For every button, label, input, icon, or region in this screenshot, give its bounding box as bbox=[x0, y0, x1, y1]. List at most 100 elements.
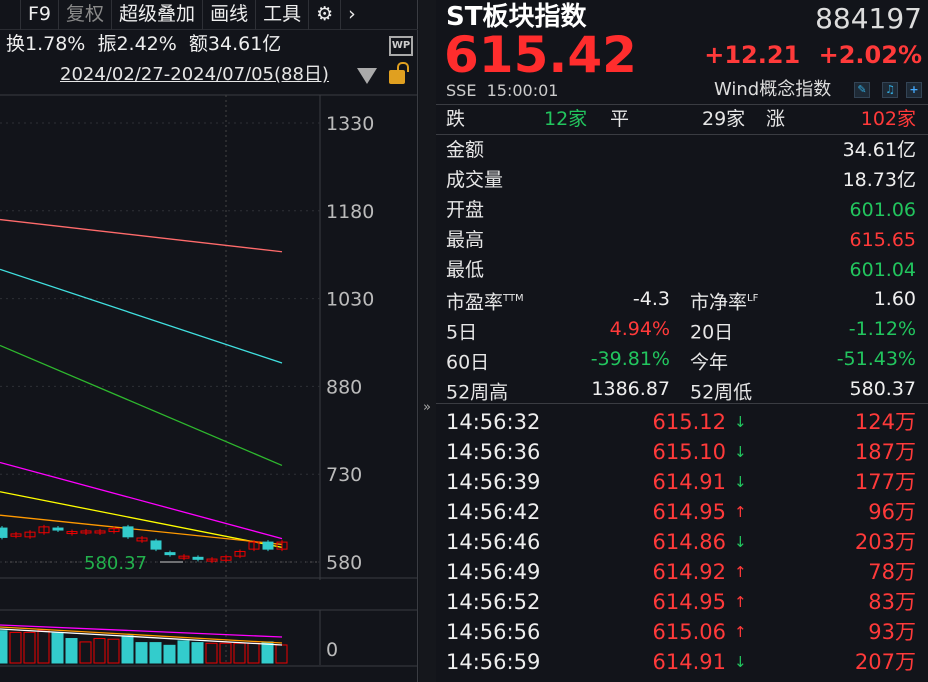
price-tick-label: 880 bbox=[326, 376, 362, 398]
breadth-row: 跌 12家 平 29家 涨 102家 bbox=[446, 104, 916, 134]
metric-label: 20日 bbox=[690, 321, 734, 344]
metric-value: -1.12% bbox=[848, 318, 916, 340]
draw-button[interactable]: 画线 bbox=[202, 0, 255, 30]
collapse-chevron-icon[interactable]: » bbox=[423, 400, 431, 415]
volume-bar bbox=[0, 630, 8, 664]
low-price-label: 580.37 bbox=[84, 553, 147, 574]
panel-divider[interactable] bbox=[419, 0, 436, 682]
candle-up bbox=[66, 531, 78, 535]
down-label: 跌 bbox=[446, 108, 466, 130]
exchange: SSE bbox=[446, 81, 477, 100]
volume-bar bbox=[135, 642, 148, 664]
divider bbox=[436, 403, 928, 404]
tick-price: 615.06 bbox=[652, 620, 726, 644]
arrow-down-icon: ↓ bbox=[734, 413, 747, 431]
metric-label: 今年 bbox=[690, 351, 729, 374]
tick-time: 14:56:39 bbox=[446, 470, 541, 494]
moving-average-line bbox=[0, 461, 283, 540]
tick-volume: 83万 bbox=[868, 590, 916, 614]
arrow-up-icon: ↑ bbox=[734, 563, 747, 581]
candle-down bbox=[52, 527, 64, 531]
turnover: 换1.78% bbox=[6, 33, 86, 55]
arrow-down-icon: ↓ bbox=[734, 653, 747, 671]
tick-price: 614.95 bbox=[652, 500, 726, 524]
tick-price: 615.10 bbox=[652, 440, 726, 464]
f9-button[interactable]: F9 bbox=[20, 0, 58, 30]
index-code: 884197 bbox=[815, 2, 922, 35]
field-label: 成交量 bbox=[446, 169, 504, 191]
volume-bar bbox=[107, 638, 120, 664]
tick-price: 614.86 bbox=[652, 530, 726, 554]
bell-icon[interactable]: ♫ bbox=[882, 82, 898, 98]
arrow-up-icon: ↑ bbox=[734, 503, 747, 521]
pencil-icon[interactable]: ✎ bbox=[854, 82, 870, 98]
field-label: 最低 bbox=[446, 259, 485, 281]
metric-value: -39.81% bbox=[590, 348, 670, 370]
tick-price: 614.91 bbox=[652, 650, 726, 674]
trade-tick-row: 14:56:32 615.12 ↓ 124万 bbox=[446, 407, 916, 437]
amplitude: 振2.42% bbox=[97, 33, 177, 55]
metric-row: 市盈率TTM -4.3 市净率LF 1.60 bbox=[446, 284, 916, 314]
trade-tick-row: 14:56:52 614.95 ↑ 83万 bbox=[446, 587, 916, 617]
arrow-down-icon: ↓ bbox=[734, 473, 747, 491]
candle-up bbox=[94, 530, 106, 534]
tick-volume: 203万 bbox=[854, 530, 916, 554]
field-label: 最高 bbox=[446, 229, 485, 251]
volume-bar bbox=[177, 640, 190, 664]
overlay-button[interactable]: 超级叠加 bbox=[111, 0, 202, 30]
candle-up bbox=[178, 555, 190, 559]
metric-row: 60日 -39.81% 今年 -51.43% bbox=[446, 344, 916, 374]
metric-label: 市净率LF bbox=[690, 291, 759, 314]
price-tick-label: 1330 bbox=[326, 113, 374, 135]
candle-up bbox=[108, 528, 120, 533]
volume-bar bbox=[261, 641, 274, 664]
trade-tick-row: 14:56:42 614.95 ↑ 96万 bbox=[446, 497, 916, 527]
wp-icon[interactable]: WP bbox=[389, 36, 413, 56]
volume-ma-line bbox=[0, 626, 283, 644]
stats-line: 换1.78% 振2.42% 额34.61亿 bbox=[6, 33, 281, 55]
volume-bar bbox=[121, 635, 134, 664]
volume-bar bbox=[65, 638, 78, 664]
tick-volume: 207万 bbox=[854, 650, 916, 674]
candle-down bbox=[122, 526, 134, 538]
tick-volume: 96万 bbox=[868, 500, 916, 524]
lock-icon[interactable] bbox=[389, 62, 409, 84]
field-row: 金额 34.61亿 bbox=[446, 135, 916, 165]
candle-up bbox=[248, 541, 260, 550]
gear-icon[interactable]: ⚙ bbox=[308, 0, 340, 30]
tick-time: 14:56:46 bbox=[446, 530, 541, 554]
volume-bar bbox=[275, 644, 288, 664]
dropdown-triangle-icon[interactable] bbox=[357, 68, 377, 84]
tick-price: 614.92 bbox=[652, 560, 726, 584]
metric-value: -4.3 bbox=[632, 288, 670, 310]
tick-volume: 177万 bbox=[854, 470, 916, 494]
arrow-down-icon: ↓ bbox=[734, 443, 747, 461]
candle-down bbox=[150, 540, 162, 550]
change-pct: +2.02% bbox=[818, 41, 922, 69]
metric-value: 580.37 bbox=[849, 378, 916, 400]
trade-tick-row: 14:56:46 614.86 ↓ 203万 bbox=[446, 527, 916, 557]
metric-label: 5日 bbox=[446, 321, 478, 344]
volume-ma-line bbox=[0, 628, 283, 646]
adjust-button[interactable]: 复权 bbox=[58, 0, 111, 30]
candle-up bbox=[206, 558, 218, 562]
change: +12.21 bbox=[704, 41, 801, 69]
candle-up bbox=[80, 530, 92, 534]
flat-label: 平 bbox=[610, 108, 630, 130]
price-change: +12.21 +2.02% bbox=[704, 42, 922, 68]
plus-icon[interactable]: + bbox=[906, 82, 922, 98]
tools-button[interactable]: 工具 bbox=[255, 0, 308, 30]
volume-bar bbox=[79, 641, 92, 664]
field-label: 开盘 bbox=[446, 199, 485, 221]
chevron-right-icon[interactable]: › bbox=[340, 0, 363, 30]
price-tick-label: 1030 bbox=[326, 289, 374, 311]
field-value: 34.61亿 bbox=[842, 139, 916, 161]
field-row: 最低 601.04 bbox=[446, 255, 916, 285]
date-range-link[interactable]: 2024/02/27-2024/07/05(88日) bbox=[60, 64, 329, 85]
divider bbox=[436, 104, 928, 105]
field-label: 金额 bbox=[446, 139, 485, 161]
volume-bar bbox=[37, 629, 50, 664]
kline-chart[interactable]: 1330 1180 1030 880 730 580 580.37 0 bbox=[0, 0, 418, 682]
candle-up bbox=[234, 550, 246, 557]
price-tick-label: 730 bbox=[326, 464, 362, 486]
